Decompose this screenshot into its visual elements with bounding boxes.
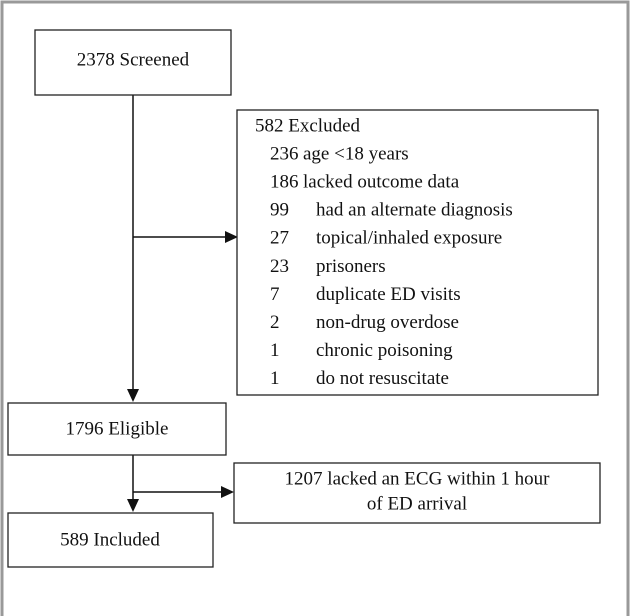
item-count: 1 bbox=[270, 340, 280, 361]
item-label: lacked outcome data bbox=[303, 171, 460, 192]
item-label: topical/inhaled exposure bbox=[316, 228, 502, 249]
item-label: duplicate ED visits bbox=[316, 284, 461, 305]
item-count: 2 bbox=[270, 312, 280, 333]
box-eligible bbox=[7, 402, 227, 456]
box-label: 1796 Eligible bbox=[66, 418, 169, 439]
box-label: 1207 lacked an ECG within 1 hour bbox=[285, 468, 551, 489]
item-label: had an alternate diagnosis bbox=[316, 200, 513, 221]
item-label: prisoners bbox=[316, 256, 386, 277]
item-count: 186 bbox=[270, 171, 299, 192]
arrow bbox=[127, 499, 139, 512]
box-label: 2378 Screened bbox=[77, 49, 190, 70]
item-label: do not resuscitate bbox=[316, 368, 449, 389]
box-label: 589 Included bbox=[60, 529, 160, 550]
box-screened bbox=[34, 29, 232, 96]
box-label: 582 Excluded bbox=[255, 115, 361, 136]
item-count: 99 bbox=[270, 200, 289, 221]
item-count: 7 bbox=[270, 284, 280, 305]
box-label: of ED arrival bbox=[367, 493, 467, 514]
box-excluded bbox=[236, 109, 599, 396]
item-count: 236 bbox=[270, 143, 299, 164]
box-included bbox=[7, 512, 214, 568]
item-count: 1 bbox=[270, 368, 280, 389]
item-label: age <18 years bbox=[303, 143, 409, 164]
item-label: chronic poisoning bbox=[316, 340, 453, 361]
item-count: 27 bbox=[270, 228, 289, 249]
item-count: 23 bbox=[270, 256, 289, 277]
item-label: non-drug overdose bbox=[316, 312, 459, 333]
arrow bbox=[225, 231, 238, 243]
arrow bbox=[127, 389, 139, 402]
arrow bbox=[221, 486, 234, 498]
box-no-ecg bbox=[233, 462, 601, 524]
